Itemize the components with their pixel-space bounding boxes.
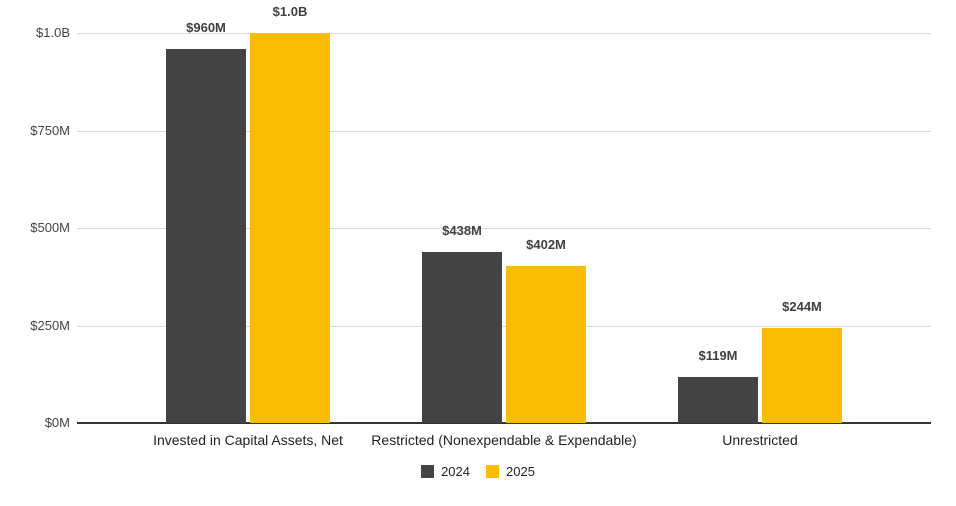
legend-label: 2025	[506, 464, 535, 479]
y-axis-tick-label: $750M	[30, 123, 70, 138]
x-category-label: Invested in Capital Assets, Net	[153, 432, 343, 448]
x-category-label: Restricted (Nonexpendable & Expendable)	[371, 432, 637, 448]
y-axis-tick-label: $250M	[30, 318, 70, 333]
gridline	[77, 33, 931, 34]
bar-value-label: $244M	[782, 299, 822, 314]
legend-label: 2024	[441, 464, 470, 479]
y-axis-tick-label: $0M	[44, 415, 70, 430]
bar-value-label: $402M	[526, 237, 566, 252]
gridline	[77, 326, 931, 327]
bar-value-label: $119M	[698, 348, 738, 363]
bar-2025-2[interactable]	[506, 266, 586, 423]
x-category-label: Unrestricted	[722, 432, 798, 448]
bar-2025-1[interactable]	[250, 33, 330, 423]
gridline	[77, 228, 931, 229]
bar-value-label: $1.0B	[272, 4, 308, 19]
bar-2024-1[interactable]	[166, 49, 246, 423]
y-axis-tick-label: $1.0B	[36, 25, 70, 40]
legend-item-2024: 2024	[421, 464, 470, 479]
bar-2024-3[interactable]	[678, 377, 758, 423]
bar-2025-3[interactable]	[762, 328, 842, 423]
bar-value-label: $438M	[442, 223, 482, 238]
x-axis-baseline	[77, 422, 931, 424]
bar-value-label: $960M	[186, 20, 226, 35]
y-axis-tick-label: $500M	[30, 220, 70, 235]
legend-swatch-2024	[421, 465, 435, 478]
legend-item-2025: 2025	[486, 464, 535, 479]
legend-swatch-2025	[486, 465, 499, 478]
gridline	[77, 131, 931, 132]
bar-2024-2[interactable]	[422, 252, 502, 423]
legend: 2024 2025	[0, 464, 956, 479]
